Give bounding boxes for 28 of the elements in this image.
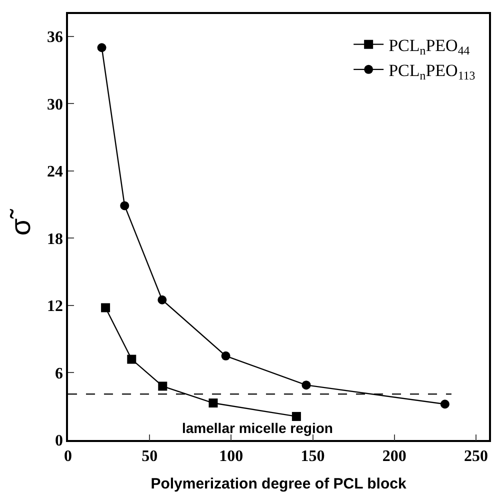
x-tick-label: 200 [382, 448, 406, 465]
x-axis-title: Polymerization degree of PCL block [150, 475, 407, 492]
annotation: lamellar micelle region [182, 420, 333, 436]
point [97, 43, 106, 52]
y-tick-label: 36 [47, 29, 64, 46]
point [292, 412, 301, 421]
y-tick-label: 24 [47, 164, 64, 181]
point [221, 351, 230, 360]
x-tick-label: 100 [219, 448, 244, 465]
point [208, 398, 218, 408]
point [120, 201, 130, 210]
y-tick-label: 30 [47, 96, 64, 114]
point [158, 382, 168, 391]
x-tick-label: 250 [464, 448, 488, 465]
legend-label: PCL$_{n}$PEO$_{44}$ [388, 36, 470, 58]
x-tick-label: 50 [142, 448, 158, 465]
legend-label: PCL$_{n}$PEO$_{113}$ [388, 61, 476, 83]
x-tick-label: 150 [300, 448, 325, 465]
point [101, 303, 110, 312]
point [158, 295, 167, 304]
y-tick-label: 12 [47, 298, 64, 316]
y-tick-label: 0 [55, 432, 64, 450]
y-axis-title: σ̃ [5, 208, 36, 236]
y-tick-label: 6 [55, 365, 64, 382]
point [127, 354, 136, 364]
y-tick-label: 18 [47, 230, 64, 248]
point [302, 380, 311, 390]
point [440, 400, 450, 409]
